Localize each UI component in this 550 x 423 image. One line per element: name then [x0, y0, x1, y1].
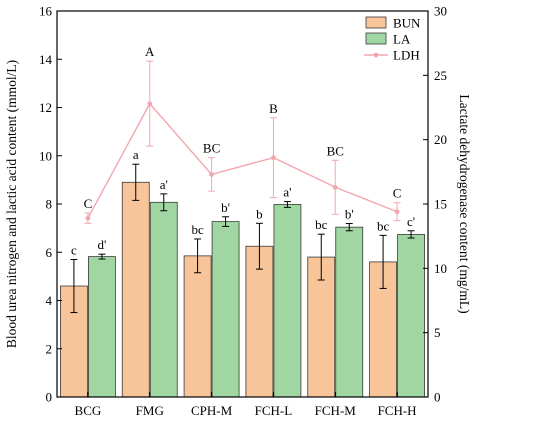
- x-tick-label-2: CPH-M: [191, 403, 233, 418]
- legend-label-ldh: LDH: [393, 48, 420, 63]
- error-bar-bun-0: [70, 258, 78, 314]
- sig-label-ldh-2: BC: [203, 141, 220, 156]
- y2-tick-label-4: 20: [434, 132, 447, 147]
- error-bar-bun-2: [194, 238, 202, 274]
- y-tick-label-6: 12: [39, 100, 52, 115]
- sig-label-la-4: b': [345, 207, 354, 222]
- legend-label-bun: BUN: [393, 16, 421, 31]
- error-bar-bun-3: [255, 222, 263, 270]
- bar-la-cph-m: [211, 221, 240, 398]
- y2-tick-label-3: 15: [434, 197, 447, 212]
- error-bar-bun-4: [317, 233, 325, 281]
- bar-la-fch-h: [397, 233, 425, 398]
- sig-label-bun-1: a: [133, 147, 139, 162]
- legend-swatch-la: [365, 32, 387, 45]
- ldh-point-3: [271, 155, 276, 161]
- x-tick-label-5: FCH-H: [378, 403, 417, 418]
- bar-bun-fch-l: [245, 245, 274, 398]
- sig-label-bun-3: b: [256, 206, 263, 221]
- y-axis-title: Blood urea nitrogen and lactic acid cont…: [4, 60, 19, 348]
- x-tick-label-0: BCG: [75, 403, 102, 418]
- error-bar-bun-5: [379, 234, 387, 289]
- y-tick-label-3: 6: [46, 245, 53, 260]
- significance-labels-layer: c a bc b bc bc d' a' b' a' b' c' C A BC B BC C: [71, 44, 415, 257]
- sig-label-la-1: a': [160, 177, 168, 192]
- y-tick-label-5: 10: [39, 148, 52, 163]
- bar-bun-cph-m: [183, 255, 212, 398]
- y-tick-label-7: 14: [39, 52, 53, 67]
- y-tick-label-1: 2: [46, 341, 53, 356]
- ldh-point-5: [394, 209, 400, 215]
- sig-label-la-5: c': [407, 214, 415, 229]
- y2-tick-label-1: 5: [434, 325, 441, 340]
- sig-label-ldh-0: C: [84, 196, 93, 211]
- sig-label-bun-4: bc: [315, 217, 328, 232]
- bar-la-fch-l: [273, 204, 302, 398]
- sig-label-la-0: d': [97, 237, 106, 252]
- ldh-line-layer: [84, 60, 401, 224]
- x-tick-label-4: FCH-M: [315, 403, 357, 418]
- sig-label-ldh-4: BC: [327, 143, 344, 158]
- y2-axis-title: Lactate dehydrogenase content (mg/mL): [457, 94, 472, 313]
- y-tick-label-2: 4: [46, 293, 53, 308]
- ldh-point-2: [209, 172, 214, 177]
- sig-label-la-2: b': [221, 200, 230, 215]
- axes-layer: 0 2 4 6 8 10 12 14 16 0 5 10 15 20 25 30 BCG FMG CPH-M FCH-…: [4, 4, 472, 419]
- bar-la-bcg: [88, 256, 116, 398]
- y2-tick-label-5: 25: [434, 68, 447, 83]
- ldh-point-1: [147, 101, 153, 107]
- error-bar-la-2: [222, 216, 230, 227]
- sig-label-ldh-3: B: [269, 101, 278, 116]
- y-tick-label-8: 16: [39, 4, 53, 19]
- sig-label-bun-5: bc: [377, 218, 390, 233]
- legend-marker-ldh: [373, 52, 379, 58]
- sig-label-bun-0: c: [71, 242, 77, 257]
- ldh-point-0: [85, 215, 91, 221]
- legend-swatch-bun: [365, 16, 387, 29]
- error-bars-layer: [70, 163, 415, 314]
- sig-label-la-3: a': [283, 185, 291, 200]
- bars-layer: [60, 181, 425, 398]
- error-bar-la-0: [98, 253, 106, 260]
- error-bar-la-1: [160, 193, 168, 212]
- ldh-line: [87, 102, 398, 219]
- y2-tick-label-6: 30: [434, 4, 447, 19]
- y-tick-label-4: 8: [46, 197, 53, 212]
- ldh-point-4: [332, 184, 338, 190]
- sig-label-ldh-1: A: [145, 44, 155, 59]
- error-bar-la-3: [283, 201, 291, 208]
- bar-la-fmg: [149, 201, 178, 398]
- error-bar-bun-1: [132, 163, 140, 201]
- bar-bun-fch-h: [369, 261, 397, 398]
- y-tick-label-0: 0: [46, 390, 53, 405]
- error-bar-la-4: [345, 223, 353, 232]
- x-tick-label-3: FCH-L: [255, 403, 293, 418]
- x-tick-label-1: FMG: [136, 403, 164, 418]
- sig-label-bun-2: bc: [191, 222, 204, 237]
- legend-label-la: LA: [393, 32, 411, 47]
- y2-tick-label-2: 10: [434, 261, 447, 276]
- error-bar-la-5: [407, 230, 415, 239]
- y2-tick-label-0: 0: [434, 390, 441, 405]
- sig-label-ldh-5: C: [393, 186, 402, 201]
- bar-la-fch-m: [335, 226, 364, 398]
- bar-bun-fmg: [121, 181, 150, 398]
